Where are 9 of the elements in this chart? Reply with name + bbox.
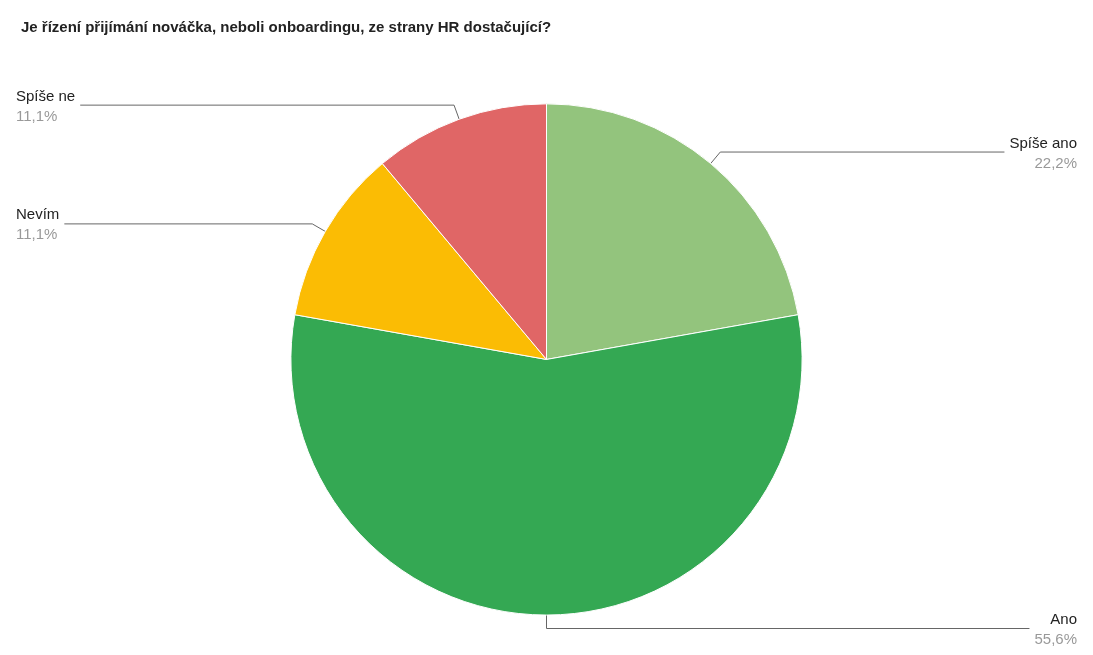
data-label: 22,2% <box>1034 153 1077 171</box>
slice-label: Nevím <box>16 205 60 223</box>
slice-label: Spíše ano <box>1009 133 1077 151</box>
slice-label: Ano <box>1050 610 1077 627</box>
chart-title: Je řízení přijímání nováčka, neboli onboardingu, ze strany HR dostačující? <box>21 18 552 35</box>
data-label: 11,1% <box>16 225 58 243</box>
data-label: 11,1% <box>16 106 58 124</box>
data-label: 55,6% <box>1034 630 1077 647</box>
slice-label: Spíše ne <box>16 86 76 104</box>
